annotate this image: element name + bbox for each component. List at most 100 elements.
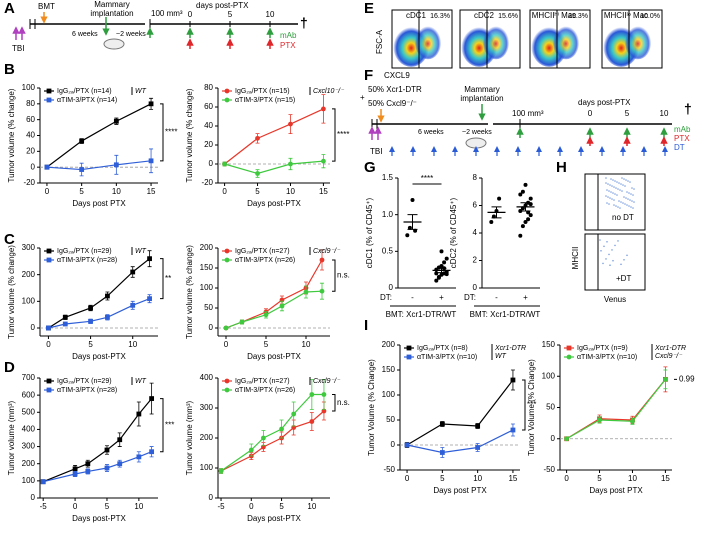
day-label: 5 [625, 109, 630, 118]
x-tick-label: 15 [508, 474, 517, 483]
panel-letter: I [364, 317, 368, 334]
panel-letter: H [556, 159, 567, 176]
flow-dot [602, 262, 604, 265]
flow-dot [614, 180, 616, 182]
size-label: 100 mm³ [151, 9, 183, 18]
flow-x-label: Venus [604, 295, 626, 304]
data-point [630, 418, 635, 424]
panel-letter: C [4, 231, 15, 248]
genotype-label: Xcr1-DTR [654, 345, 686, 352]
data-point [663, 376, 668, 382]
data-point [309, 392, 315, 397]
panel-a: BMT TBI 6 weeks ~2 weeks Mammary implant… [12, 0, 308, 53]
significance-label: *** [527, 400, 536, 409]
data-point [44, 164, 50, 170]
flow-dot [628, 205, 630, 207]
flow-dot [633, 201, 635, 203]
flow-plot-label: MHCIIˡᵒ Mac [604, 11, 648, 20]
y-tick-label: 0 [473, 283, 478, 292]
data-point [434, 278, 439, 283]
flow-plot [584, 233, 646, 291]
flow-dot [612, 192, 614, 194]
x-tick-label: 15 [147, 187, 156, 196]
flow-dot [606, 241, 608, 243]
y-tick-label: 1.0 [382, 210, 394, 219]
flow-dot [623, 178, 625, 180]
genotype-label: Cxcl10⁻/⁻ [313, 88, 345, 95]
y-tick-label: 400 [200, 373, 214, 382]
significance-bracket [160, 103, 164, 162]
x-tick-label: 0 [46, 340, 51, 349]
x-tick-label: -5 [217, 502, 225, 511]
data-point [218, 468, 224, 474]
data-point [528, 213, 533, 218]
flow-dot [617, 240, 619, 242]
legend-marker [406, 354, 412, 360]
flow-dot [631, 187, 633, 189]
legend-label: IgG₂ₐ/PTX (n=27) [235, 248, 290, 255]
endpoint: † [684, 101, 692, 117]
data-point [263, 312, 269, 318]
data-point [523, 182, 528, 187]
interval-label: ~2 weeks [462, 129, 492, 136]
legend-label: αTIM-3/PTX (n=10) [417, 354, 477, 361]
legend-marker [46, 248, 52, 254]
genotype-label: WT [135, 378, 147, 385]
series-line [48, 298, 150, 329]
flow-dot [608, 203, 610, 205]
y-axis-label: Tumor Volume (% Change) [367, 359, 376, 456]
data-point [319, 257, 325, 263]
flow-density [482, 24, 510, 60]
chimera-label: 50% Xcr1-DTR [368, 85, 422, 94]
y-tick-label: 150 [542, 340, 556, 349]
y-tick-label: 60 [26, 115, 35, 124]
significance-bracket [332, 394, 336, 412]
significance-label: **** [165, 127, 177, 136]
flow-dot [624, 203, 626, 205]
interval-label: 6 weeks [418, 129, 444, 136]
category-label: - [411, 293, 414, 302]
flow-dot [613, 199, 615, 201]
x-tick-label: 10 [286, 187, 295, 196]
flow-dot [629, 199, 631, 201]
flow-dot [614, 193, 616, 195]
flow-dot [621, 177, 623, 179]
x-tick-label: 0 [222, 187, 227, 196]
day-label: 0 [188, 10, 193, 19]
flow-dot [603, 245, 605, 248]
flow-dot [605, 177, 607, 179]
data-point [404, 442, 410, 448]
data-point [291, 411, 297, 417]
data-point [104, 465, 110, 471]
days-label: days post-PTX [196, 1, 249, 10]
y-tick-label: 300 [200, 403, 214, 412]
data-point [497, 196, 502, 201]
mouse-icon [465, 137, 487, 149]
flow-dot [620, 201, 622, 203]
x-tick-label: 5 [264, 340, 269, 349]
legend-marker [46, 88, 52, 94]
significance-label: **** [337, 130, 349, 139]
ptx-label: PTX [280, 41, 296, 50]
condition-label: +DT [616, 274, 631, 283]
data-point [79, 138, 85, 144]
y-axis-label: Tumor volume (mm³) [185, 400, 194, 475]
panel-letters: A B C D E F G H I [4, 0, 567, 376]
y-tick-label: 500 [22, 407, 36, 416]
y-axis-label: Tumor volume (% change) [185, 245, 194, 339]
flow-dot [622, 184, 624, 186]
mouse-icon [103, 38, 125, 50]
flow-dot [623, 259, 625, 261]
flow-dot [611, 198, 613, 200]
data-point [147, 296, 152, 302]
flow-density [624, 24, 652, 60]
legend-marker [46, 257, 52, 263]
data-point [261, 435, 266, 441]
legend-label: IgG₂ₐ/PTX (n=29) [57, 248, 112, 255]
legend-label: IgG₂ₐ/PTX (n=9) [577, 345, 628, 352]
flow-dot [606, 189, 608, 191]
error-bar [520, 202, 531, 212]
flow-dot [599, 239, 601, 241]
flow-dot [625, 179, 627, 181]
legend-label: αTIM-3/PTX (n=28) [57, 257, 117, 264]
